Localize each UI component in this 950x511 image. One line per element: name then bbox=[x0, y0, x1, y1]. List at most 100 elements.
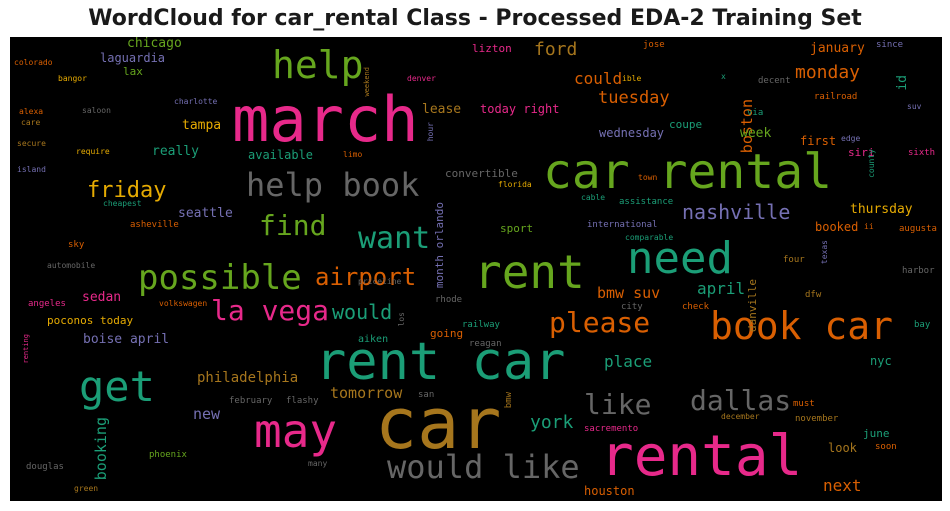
cloud-word: lizton bbox=[472, 42, 512, 55]
cloud-word: railway bbox=[462, 320, 500, 330]
cloud-word: aiken bbox=[358, 334, 389, 345]
cloud-word: suv bbox=[907, 102, 922, 111]
cloud-word: find bbox=[259, 209, 327, 242]
cloud-word: automobile bbox=[47, 261, 96, 270]
cloud-word: dallas bbox=[690, 384, 792, 417]
cloud-word: asheville bbox=[130, 220, 179, 230]
cloud-word: first bbox=[800, 134, 837, 148]
cloud-word: boise april bbox=[83, 332, 170, 347]
cloud-word: look bbox=[828, 441, 857, 455]
cloud-word: soon bbox=[875, 442, 897, 452]
cloud-word: alexa bbox=[19, 107, 44, 116]
cloud-word: dfw bbox=[805, 290, 822, 300]
cloud-word: assistance bbox=[619, 197, 674, 207]
cloud-word: hour bbox=[426, 122, 435, 142]
cloud-word: reagan bbox=[469, 339, 502, 349]
cloud-word: augusta bbox=[899, 224, 937, 234]
cloud-word: bmw bbox=[504, 392, 514, 409]
cloud-word: available bbox=[248, 148, 314, 162]
cloud-word: county bbox=[867, 149, 876, 178]
cloud-word: angeles bbox=[28, 299, 66, 309]
cloud-word: may bbox=[254, 404, 338, 458]
cloud-word: june bbox=[863, 427, 890, 440]
cloud-word: rhode bbox=[435, 295, 463, 305]
cloud-word: danville bbox=[746, 279, 759, 332]
cloud-word: international bbox=[587, 220, 658, 230]
cloud-word: like bbox=[584, 388, 652, 421]
word-cloud: march car rental rent car car rental ren… bbox=[10, 37, 942, 501]
cloud-word: poconos today bbox=[47, 314, 134, 327]
cloud-word: ible bbox=[622, 74, 642, 83]
cloud-word: get bbox=[79, 362, 155, 411]
cloud-word: tomorrow bbox=[330, 384, 403, 402]
cloud-word: booked bbox=[815, 220, 859, 234]
cloud-word: laguardia bbox=[100, 51, 166, 65]
cloud-word: coupe bbox=[669, 118, 703, 131]
cloud-word: february bbox=[229, 396, 273, 406]
cloud-word: bay bbox=[914, 320, 931, 330]
cloud-word: today right bbox=[480, 102, 560, 116]
cloud-word: volkswagen bbox=[159, 299, 208, 308]
cloud-word: la vega bbox=[211, 294, 330, 327]
cloud-word: sedan bbox=[82, 290, 122, 305]
cloud-word: secure bbox=[17, 139, 46, 148]
cloud-word: sixth bbox=[908, 148, 936, 158]
cloud-word: charlotte bbox=[174, 97, 218, 106]
cloud-word: month orlando bbox=[433, 202, 446, 289]
cloud-word: four bbox=[783, 255, 805, 265]
cloud-word: many bbox=[308, 459, 328, 468]
cloud-word: green bbox=[74, 484, 99, 493]
cloud-word: bangor bbox=[58, 74, 87, 83]
cloud-word: nashville bbox=[682, 200, 791, 224]
cloud-word: renting bbox=[22, 334, 30, 364]
cloud-word: tuesday bbox=[598, 88, 670, 108]
cloud-word: new bbox=[193, 405, 221, 423]
cloud-word: philadelphia bbox=[197, 370, 299, 386]
cloud-word: ii bbox=[864, 222, 874, 231]
cloud-word: care bbox=[21, 118, 41, 127]
cloud-word: cheapest bbox=[103, 199, 142, 208]
cloud-word: denver bbox=[407, 74, 436, 83]
chart-title: WordCloud for car_rental Class - Process… bbox=[88, 6, 862, 31]
cloud-word: colorado bbox=[14, 58, 53, 67]
cloud-word: week bbox=[740, 126, 772, 141]
cloud-word: x bbox=[721, 72, 726, 81]
cloud-word: cable bbox=[581, 193, 606, 202]
cloud-word: railroad bbox=[814, 92, 858, 102]
cloud-word: rental bbox=[600, 424, 803, 489]
cloud-word: possible bbox=[138, 258, 302, 298]
cloud-word: ford bbox=[534, 39, 578, 60]
cloud-word: next bbox=[823, 476, 862, 495]
cloud-word: los bbox=[397, 312, 406, 327]
cloud-word: booking bbox=[92, 417, 110, 481]
cloud-word: bmw suv bbox=[597, 284, 661, 302]
cloud-word: thursday bbox=[850, 202, 913, 217]
cloud-word: november bbox=[795, 414, 839, 424]
cloud-word: harbor bbox=[902, 266, 935, 276]
cloud-word: san bbox=[418, 390, 435, 400]
cloud-word: car rental bbox=[543, 144, 832, 200]
cloud-word: limo bbox=[343, 150, 363, 159]
cloud-word: friday bbox=[87, 178, 167, 203]
cloud-word: priceline bbox=[358, 277, 402, 286]
cloud-word: florida bbox=[498, 180, 532, 189]
cloud-word: january bbox=[810, 41, 865, 56]
cloud-word: york bbox=[530, 412, 574, 433]
cloud-word: would bbox=[332, 300, 393, 324]
cloud-word: comparable bbox=[625, 233, 674, 242]
cloud-word: help book bbox=[246, 166, 420, 204]
cloud-word: must bbox=[793, 399, 815, 409]
cloud-word: book car bbox=[710, 304, 894, 348]
cloud-word: could bbox=[574, 69, 623, 88]
cloud-word: march bbox=[232, 83, 419, 156]
cloud-word: help bbox=[272, 43, 364, 87]
cloud-word: check bbox=[682, 302, 710, 312]
cloud-word: airport bbox=[315, 263, 417, 291]
cloud-word: sky bbox=[68, 240, 85, 250]
cloud-word: decent bbox=[758, 76, 791, 86]
cloud-word: siri bbox=[848, 146, 875, 159]
cloud-word: via bbox=[747, 108, 764, 118]
cloud-word: really bbox=[152, 144, 199, 159]
cloud-word: island bbox=[17, 165, 46, 174]
cloud-word: april bbox=[697, 279, 746, 298]
